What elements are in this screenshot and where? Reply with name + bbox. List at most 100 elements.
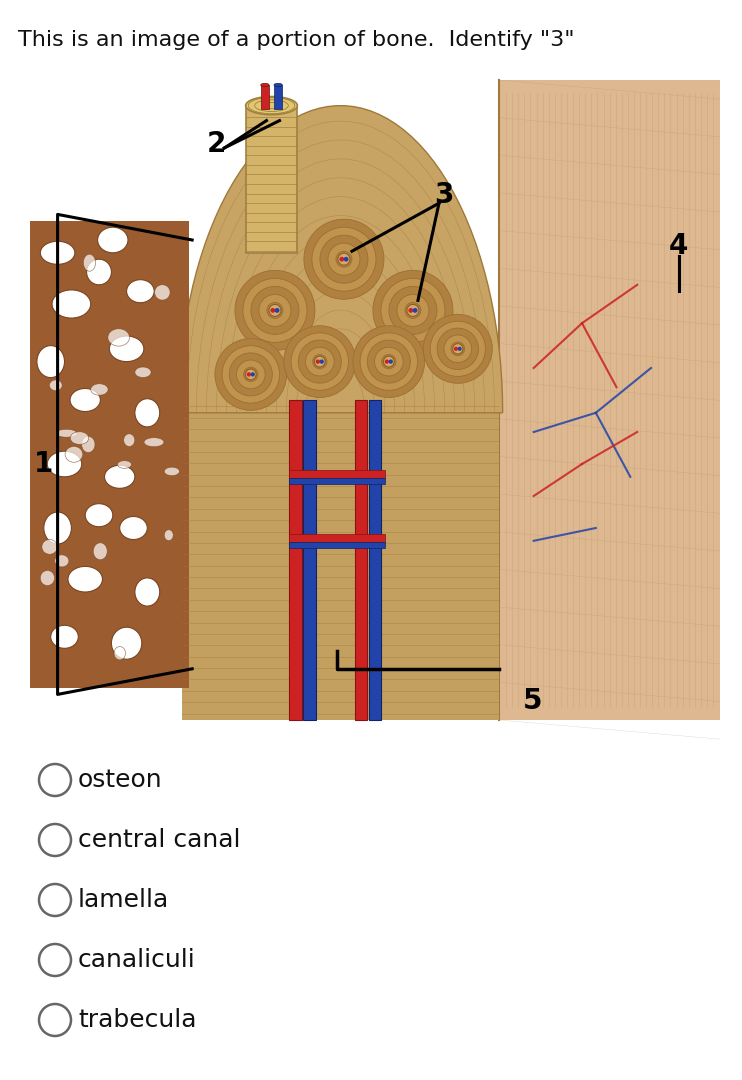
Circle shape: [222, 346, 280, 403]
Circle shape: [39, 944, 71, 976]
Circle shape: [315, 356, 325, 367]
Ellipse shape: [105, 465, 135, 488]
Circle shape: [312, 227, 376, 292]
Ellipse shape: [44, 512, 71, 544]
Circle shape: [381, 354, 396, 368]
Text: central canal: central canal: [78, 828, 240, 852]
Ellipse shape: [108, 328, 129, 346]
Polygon shape: [178, 106, 502, 413]
Circle shape: [215, 338, 286, 410]
Text: 5: 5: [523, 687, 542, 715]
Text: This is an image of a portion of bone.  Identify "3": This is an image of a portion of bone. I…: [18, 30, 574, 50]
Circle shape: [269, 305, 281, 316]
Circle shape: [458, 347, 462, 351]
Circle shape: [275, 308, 280, 313]
Ellipse shape: [246, 96, 298, 114]
Circle shape: [454, 347, 458, 351]
Circle shape: [336, 252, 352, 267]
Circle shape: [243, 279, 307, 342]
Circle shape: [405, 302, 421, 319]
Circle shape: [284, 326, 355, 397]
Bar: [289, 477, 385, 484]
Circle shape: [375, 348, 403, 376]
Ellipse shape: [109, 336, 144, 362]
Ellipse shape: [82, 436, 95, 453]
Circle shape: [243, 367, 258, 381]
Circle shape: [353, 326, 424, 397]
Bar: [246, 106, 298, 253]
Bar: [369, 400, 381, 720]
Ellipse shape: [83, 254, 96, 271]
Circle shape: [312, 354, 327, 368]
Circle shape: [437, 328, 479, 369]
Circle shape: [423, 314, 492, 383]
Ellipse shape: [50, 380, 62, 391]
Ellipse shape: [42, 540, 57, 554]
Circle shape: [381, 279, 445, 342]
Polygon shape: [30, 220, 188, 688]
Ellipse shape: [55, 555, 69, 567]
Circle shape: [360, 333, 418, 390]
Circle shape: [320, 235, 368, 283]
Text: 2: 2: [206, 130, 226, 158]
Circle shape: [246, 373, 251, 377]
Ellipse shape: [87, 259, 111, 285]
Ellipse shape: [50, 625, 79, 648]
Circle shape: [384, 360, 389, 364]
Circle shape: [328, 243, 360, 275]
Bar: [260, 85, 269, 109]
Circle shape: [259, 295, 291, 326]
Circle shape: [270, 308, 275, 313]
Ellipse shape: [40, 570, 55, 585]
Bar: [289, 470, 385, 477]
Ellipse shape: [91, 383, 108, 395]
Text: 1: 1: [34, 450, 53, 478]
Circle shape: [413, 308, 418, 313]
Bar: [274, 85, 282, 109]
Circle shape: [39, 1004, 71, 1036]
Ellipse shape: [37, 346, 65, 378]
Bar: [182, 400, 499, 720]
Circle shape: [389, 286, 437, 335]
Ellipse shape: [98, 227, 128, 253]
Ellipse shape: [117, 461, 131, 469]
Circle shape: [453, 343, 463, 354]
Polygon shape: [499, 80, 720, 720]
Ellipse shape: [111, 627, 142, 659]
Circle shape: [339, 257, 344, 261]
Ellipse shape: [70, 389, 100, 411]
Ellipse shape: [164, 530, 174, 541]
Circle shape: [39, 764, 71, 796]
Ellipse shape: [70, 432, 89, 444]
Circle shape: [408, 308, 413, 313]
Ellipse shape: [124, 434, 135, 446]
Circle shape: [267, 302, 283, 319]
Ellipse shape: [135, 367, 151, 378]
Text: lamella: lamella: [78, 888, 169, 912]
Circle shape: [39, 824, 71, 856]
Ellipse shape: [135, 578, 160, 606]
Circle shape: [384, 356, 394, 367]
Text: canaliculi: canaliculi: [78, 948, 196, 972]
Circle shape: [237, 360, 265, 389]
Text: 4: 4: [669, 232, 689, 260]
Ellipse shape: [68, 566, 102, 592]
Ellipse shape: [85, 503, 113, 527]
Circle shape: [235, 270, 315, 350]
Bar: [303, 400, 315, 720]
Ellipse shape: [40, 241, 75, 265]
Text: osteon: osteon: [78, 768, 162, 792]
Ellipse shape: [144, 437, 164, 447]
Circle shape: [373, 270, 453, 350]
Circle shape: [451, 342, 464, 355]
Circle shape: [389, 360, 393, 364]
Ellipse shape: [65, 446, 83, 462]
Ellipse shape: [47, 451, 82, 476]
Ellipse shape: [52, 289, 91, 319]
Circle shape: [315, 360, 320, 364]
Circle shape: [246, 369, 256, 380]
Circle shape: [298, 340, 341, 383]
Bar: [289, 400, 302, 720]
Bar: [289, 534, 385, 541]
Ellipse shape: [119, 516, 148, 540]
